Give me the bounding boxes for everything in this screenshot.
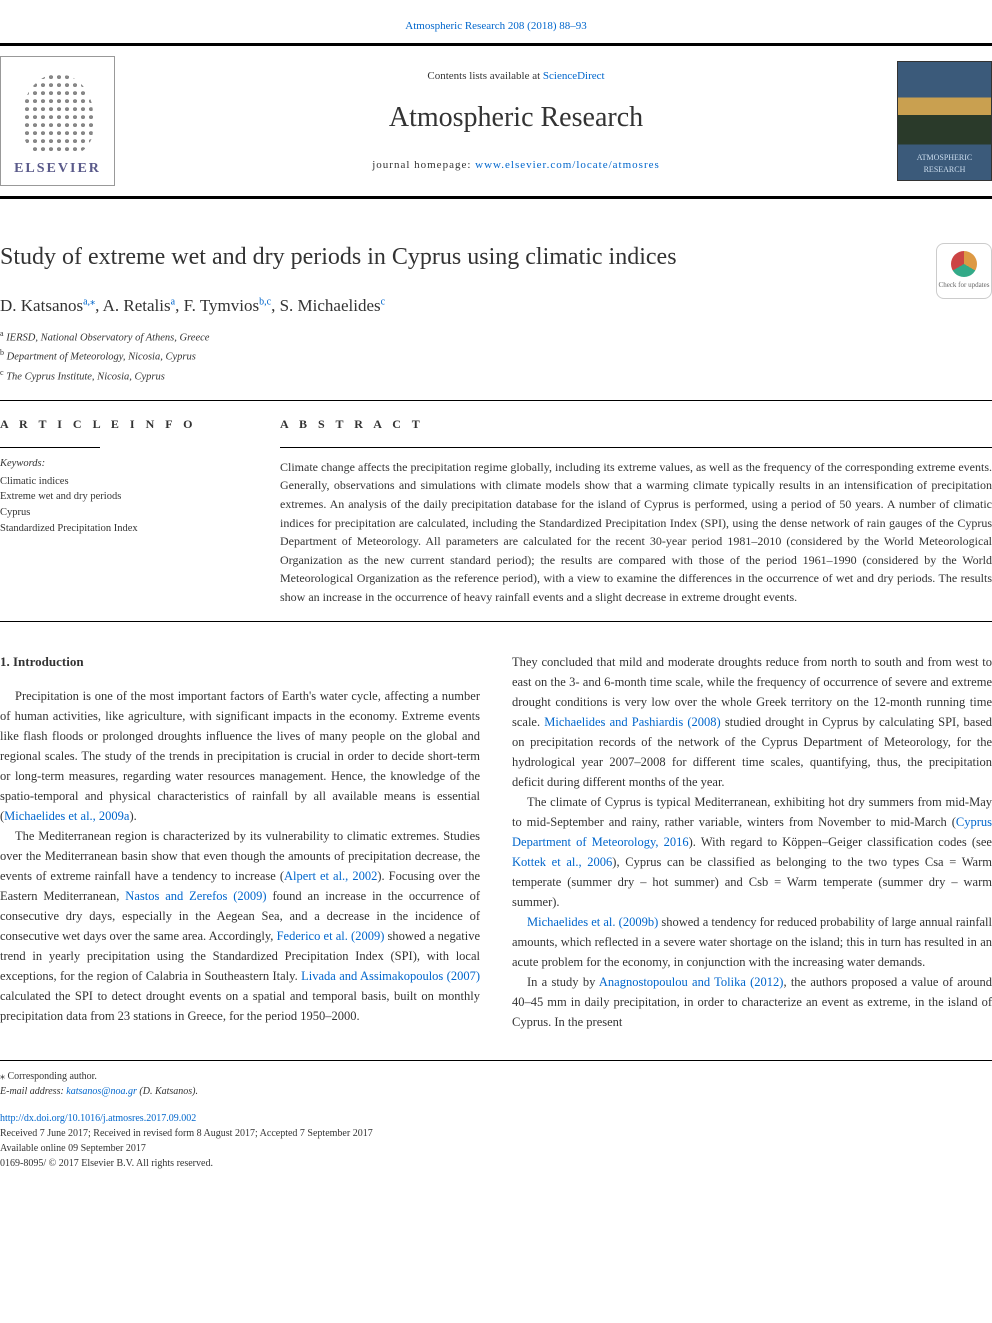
abstract-rule — [280, 447, 992, 448]
divider — [0, 621, 992, 622]
paper-title: Study of extreme wet and dry periods in … — [0, 239, 992, 275]
email-link[interactable]: katsanos@noa.gr — [66, 1086, 137, 1097]
citation-link[interactable]: Federico et al. (2009) — [277, 929, 385, 943]
article-info-label: A R T I C L E I N F O — [0, 415, 240, 433]
check-for-updates-badge[interactable]: Check for updates — [936, 243, 992, 299]
citation-link[interactable]: Anagnostopoulou and Tolika (2012) — [599, 975, 784, 989]
citation-link[interactable]: Nastos and Zerefos (2009) — [125, 889, 266, 903]
divider — [0, 400, 992, 401]
available-online: Available online 09 September 2017 — [0, 1141, 992, 1156]
abstract-text: Climate change affects the precipitation… — [280, 458, 992, 607]
keyword-item: Standardized Precipitation Index — [0, 521, 240, 537]
affiliation-b: Department of Meteorology, Nicosia, Cypr… — [7, 352, 196, 363]
body-paragraph: They concluded that mild and moderate dr… — [512, 652, 992, 792]
article-info-block: A R T I C L E I N F O Keywords: Climatic… — [0, 415, 240, 607]
keyword-item: Cyprus — [0, 505, 240, 521]
section-heading-intro: 1. Introduction — [0, 652, 480, 673]
body-col-left: 1. Introduction Precipitation is one of … — [0, 652, 480, 1032]
copyright-line: 0169-8095/ © 2017 Elsevier B.V. All righ… — [0, 1156, 992, 1171]
keyword-item: Extreme wet and dry periods — [0, 489, 240, 505]
crossmark-icon — [951, 251, 977, 277]
author-4: , S. Michaelides — [271, 296, 381, 315]
affiliations: a IERSD, National Observatory of Athens,… — [0, 328, 992, 386]
author-4-affil[interactable]: c — [381, 296, 385, 307]
article-footer: ⁎ Corresponding author. E-mail address: … — [0, 1060, 992, 1171]
affiliation-c: The Cyprus Institute, Nicosia, Cyprus — [6, 371, 165, 382]
elsevier-tree-icon — [23, 74, 93, 154]
corresponding-author: ⁎ Corresponding author. — [0, 1069, 992, 1084]
affiliation-a: IERSD, National Observatory of Athens, G… — [6, 333, 209, 344]
homepage-line: journal homepage: www.elsevier.com/locat… — [135, 157, 897, 174]
author-3-affil[interactable]: b,c — [259, 296, 271, 307]
running-head: Atmospheric Research 208 (2018) 88–93 — [0, 0, 992, 43]
doi-link[interactable]: http://dx.doi.org/10.1016/j.atmosres.201… — [0, 1113, 196, 1124]
citation-link[interactable]: Michaelides et al. (2009b) — [527, 915, 658, 929]
corresponding-email: E-mail address: katsanos@noa.gr (D. Kats… — [0, 1084, 992, 1099]
running-head-link[interactable]: Atmospheric Research 208 (2018) 88–93 — [405, 20, 586, 32]
article-head: Check for updates Study of extreme wet a… — [0, 239, 992, 386]
citation-link[interactable]: Michaelides et al., 2009a — [4, 809, 129, 823]
journal-title: Atmospheric Research — [135, 97, 897, 139]
journal-cover-thumbnail: ATMOSPHERIC RESEARCH — [897, 61, 992, 181]
citation-link[interactable]: Alpert et al., 2002 — [284, 869, 377, 883]
keyword-item: Climatic indices — [0, 474, 240, 490]
author-3: , F. Tymvios — [175, 296, 259, 315]
journal-header: ELSEVIER Contents lists available at Sci… — [0, 43, 992, 199]
author-2: , A. Retalis — [95, 296, 171, 315]
body-paragraph: The climate of Cyprus is typical Mediter… — [512, 792, 992, 912]
contents-line: Contents lists available at ScienceDirec… — [135, 68, 897, 85]
publisher-name: ELSEVIER — [14, 158, 101, 185]
publisher-logo: ELSEVIER — [0, 56, 115, 186]
header-center: Contents lists available at ScienceDirec… — [135, 68, 897, 173]
abstract-block: A B S T R A C T Climate change affects t… — [280, 415, 992, 607]
body-columns: 1. Introduction Precipitation is one of … — [0, 652, 992, 1032]
body-paragraph: The Mediterranean region is characterize… — [0, 826, 480, 1026]
body-paragraph: In a study by Anagnostopoulou and Tolika… — [512, 972, 992, 1032]
author-list: D. Katsanosa,⁎, A. Retalisa, F. Tymviosb… — [0, 293, 992, 319]
abstract-label: A B S T R A C T — [280, 415, 992, 433]
body-paragraph: Michaelides et al. (2009b) showed a tend… — [512, 912, 992, 972]
journal-homepage-link[interactable]: www.elsevier.com/locate/atmosres — [475, 159, 660, 171]
citation-link[interactable]: Kottek et al., 2006 — [512, 855, 612, 869]
body-col-right: They concluded that mild and moderate dr… — [512, 652, 992, 1032]
sciencedirect-link[interactable]: ScienceDirect — [543, 70, 605, 82]
author-1: D. Katsanos — [0, 296, 83, 315]
body-paragraph: Precipitation is one of the most importa… — [0, 686, 480, 826]
received-dates: Received 7 June 2017; Received in revise… — [0, 1126, 992, 1141]
article-info-rule — [0, 447, 100, 448]
article-info-row: A R T I C L E I N F O Keywords: Climatic… — [0, 415, 992, 607]
citation-link[interactable]: Michaelides and Pashiardis (2008) — [544, 715, 720, 729]
citation-link[interactable]: Livada and Assimakopoulos (2007) — [301, 969, 480, 983]
keywords-label: Keywords: — [0, 456, 240, 472]
